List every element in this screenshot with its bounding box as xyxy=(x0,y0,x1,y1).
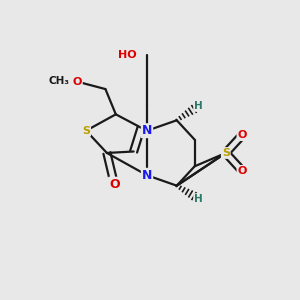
Text: CH₃: CH₃ xyxy=(49,76,70,86)
Text: S: S xyxy=(222,148,230,158)
Text: N: N xyxy=(142,169,152,182)
Text: S: S xyxy=(82,126,90,136)
Text: N: N xyxy=(142,124,152,137)
Text: O: O xyxy=(238,130,247,140)
Text: O: O xyxy=(238,166,247,176)
Text: H: H xyxy=(194,194,203,204)
Text: O: O xyxy=(109,178,120,191)
Text: H: H xyxy=(194,101,203,111)
Text: HO: HO xyxy=(118,50,136,60)
Text: O: O xyxy=(73,76,82,87)
Text: methoxy: methoxy xyxy=(53,81,59,82)
